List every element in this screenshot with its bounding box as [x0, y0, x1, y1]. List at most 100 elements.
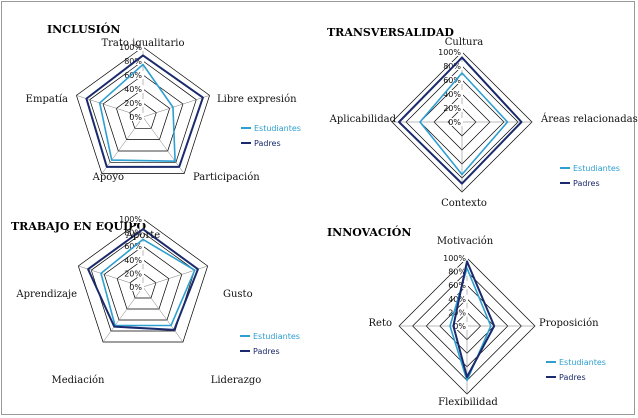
axis-label-aprendizaje: Aprendizaje	[15, 289, 77, 300]
series-padres	[398, 56, 523, 185]
tick-bg	[131, 99, 144, 107]
tick-bg	[450, 104, 463, 112]
tick-label: 60%	[448, 281, 466, 290]
tick-label: 60%	[443, 76, 461, 85]
axis-label-liderazgo: Liderazgo	[211, 375, 262, 386]
axis-label-motivacion: Motivación	[437, 236, 494, 247]
tick-bg	[450, 48, 463, 56]
radar-trabajo-en-equipo: TRABAJO EN EQUIPO0%20%40%60%80%100%Aport…	[11, 215, 300, 386]
tick-label: 100%	[438, 48, 461, 57]
legend-label-padres: Padres	[254, 139, 281, 148]
axis-label-aplicabilidad: Aplicabilidad	[329, 114, 397, 125]
legend-label-estudiantes: Estudiantes	[559, 358, 606, 367]
tick-label: 0%	[453, 322, 466, 331]
tick-label: 100%	[443, 254, 466, 263]
series-estudiantes	[100, 238, 196, 327]
axis-label-contexto: Contexto	[441, 198, 487, 209]
axis-label-libre-expresion: Libre expresión	[217, 94, 297, 105]
series-padres	[85, 54, 204, 168]
axis-label-empatia: Empatía	[26, 94, 68, 105]
legend-label-padres: Padres	[253, 347, 280, 356]
tick-bg	[450, 62, 463, 70]
grid-ring-60	[102, 74, 184, 152]
tick-label: 80%	[124, 57, 142, 66]
tick-label: 40%	[124, 85, 142, 94]
axis-label-trato-igualitario: Trato igualitario	[101, 38, 184, 49]
axis-label-areas-relacionadas: Áreas relacionadas	[540, 113, 638, 125]
grid-ring-20	[129, 272, 157, 299]
tick-label: 60%	[124, 71, 142, 80]
tick-bg	[450, 90, 463, 98]
tick-bg	[455, 254, 468, 262]
tick-label: 40%	[443, 90, 461, 99]
legend-label-padres: Padres	[573, 179, 600, 188]
tick-bg	[131, 283, 144, 291]
chart-title: TRABAJO EN EQUIPO	[11, 220, 147, 233]
chart-title: INCLUSIÓN	[47, 22, 120, 36]
tick-label: 20%	[124, 269, 142, 278]
grid-ring-60	[103, 245, 183, 321]
series-estudiantes	[449, 267, 492, 382]
grid-ring-80	[90, 232, 196, 332]
axis-label-cultura: Cultura	[445, 37, 484, 48]
tick-bg	[131, 269, 144, 278]
tick-bg	[455, 322, 468, 330]
tick-bg	[131, 85, 144, 93]
tick-bg	[131, 57, 144, 65]
tick-label: 80%	[448, 268, 466, 277]
axis-label-apoyo: Apoyo	[92, 172, 124, 183]
tick-bg	[131, 71, 144, 79]
tick-label: 100%	[119, 43, 142, 52]
tick-label: 100%	[119, 215, 142, 224]
tick-bg	[131, 43, 144, 51]
tick-bg	[450, 118, 463, 126]
radar-transversalidad: TRANSVERSALIDAD0%20%40%60%80%100%Cultura…	[327, 26, 638, 209]
tick-bg	[455, 294, 468, 303]
spoke	[142, 95, 210, 118]
tick-bg	[131, 215, 144, 223]
legend-label-estudiantes: Estudiantes	[254, 124, 301, 133]
legend-label-estudiantes: Estudiantes	[253, 332, 300, 341]
tick-label: 20%	[443, 104, 461, 113]
tick-bg	[455, 308, 468, 317]
spoke	[101, 116, 144, 174]
spoke	[142, 286, 184, 343]
series-estudiantes	[98, 63, 176, 162]
grid-ring-100	[76, 46, 210, 174]
legend-label-estudiantes: Estudiantes	[573, 164, 620, 173]
chart-title: INNOVACIÓN	[327, 225, 411, 239]
series-estudiantes	[419, 72, 509, 176]
axis-label-gusto: Gusto	[223, 289, 253, 300]
tick-label: 20%	[124, 99, 142, 108]
tick-label: 80%	[124, 229, 142, 238]
axis-label-reto: Reto	[369, 318, 393, 329]
tick-label: 0%	[129, 283, 142, 292]
tick-label: 0%	[129, 113, 142, 122]
tick-label: 40%	[124, 256, 142, 265]
spoke	[102, 286, 144, 343]
legend-label-padres: Padres	[559, 373, 586, 382]
axis-label-flexibilidad: Flexibilidad	[438, 397, 498, 408]
tick-label: 0%	[448, 118, 461, 127]
chart-title: TRANSVERSALIDAD	[327, 26, 454, 39]
radar-inclusion: INCLUSIÓN 0% 20% 40% 60% 80% 100%Trato igualit…	[26, 22, 301, 183]
axis-label-participacion: Participación	[193, 172, 260, 183]
grid-ring-40	[116, 259, 170, 310]
spoke	[142, 116, 185, 174]
tick-bg	[131, 242, 144, 251]
tick-bg	[131, 255, 144, 264]
grid-ring-40	[115, 88, 171, 141]
tick-bg	[131, 113, 144, 121]
axis-label-aporte: Aporte	[125, 230, 160, 241]
grid-ring-20	[129, 102, 157, 129]
axis-label-mediacion: Mediación	[52, 375, 106, 386]
series-padres	[87, 228, 199, 331]
grid-ring-80	[89, 60, 197, 163]
axis-label-proposicion: Proposición	[539, 318, 599, 329]
tick-label: 20%	[448, 308, 466, 317]
grid-ring-100	[77, 218, 209, 343]
series-padres	[452, 260, 496, 378]
radar-innovacion: INNOVACIÓN0%20%40%60%80%100%MotivaciónPr…	[327, 225, 606, 408]
